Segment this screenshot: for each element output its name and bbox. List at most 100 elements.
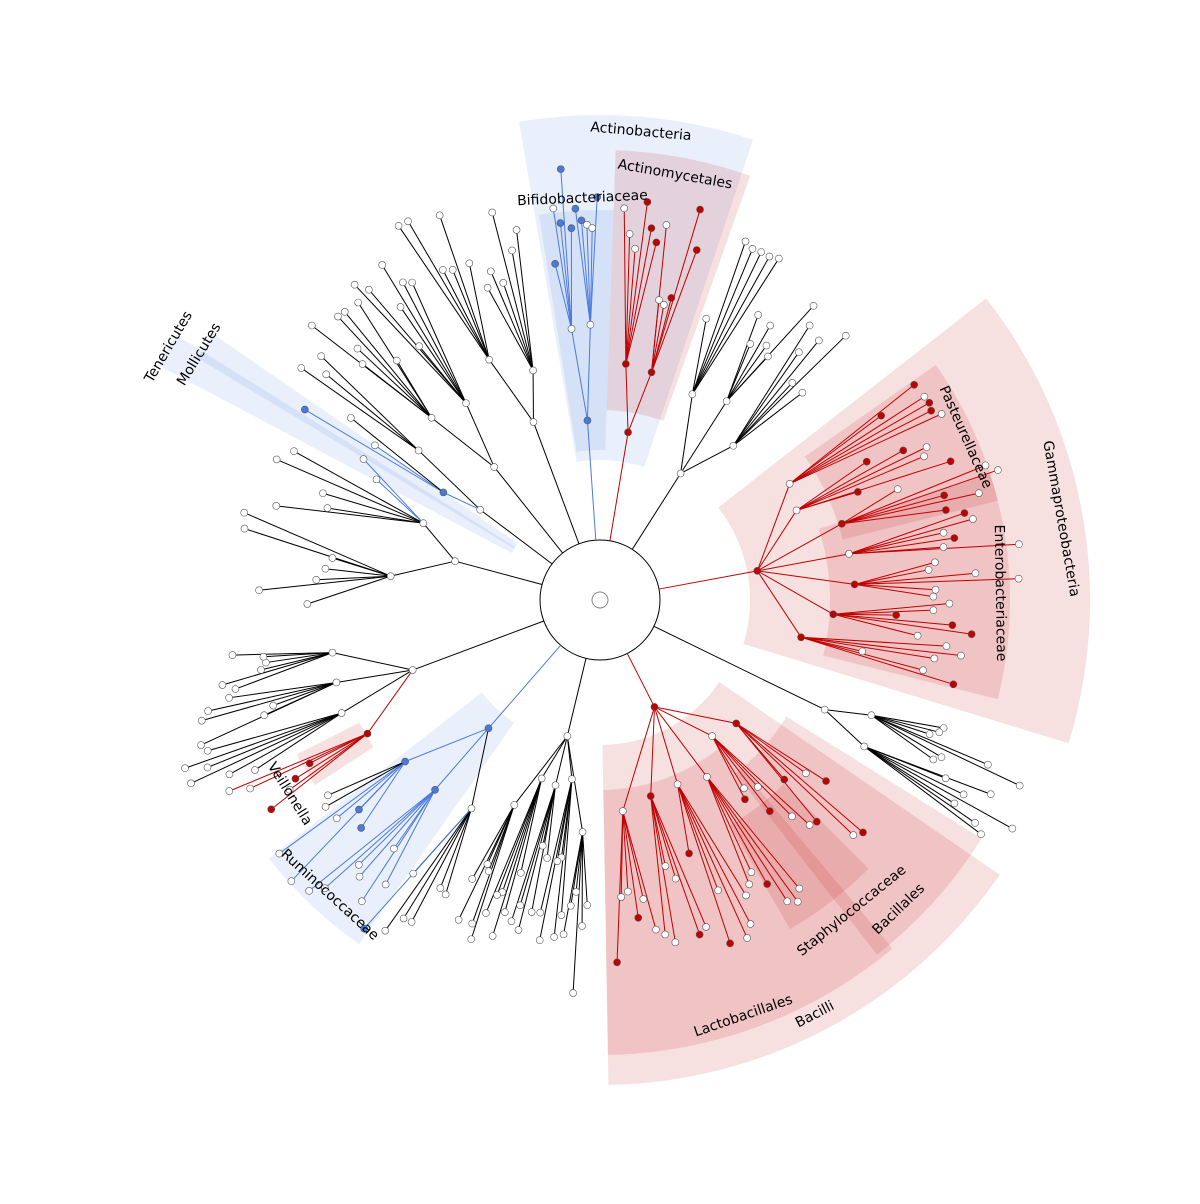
inner-node: [689, 391, 696, 398]
leaf-node: [984, 761, 991, 768]
inner-node: [491, 463, 498, 470]
leaf-node: [743, 892, 750, 899]
leaf-node: [972, 819, 979, 826]
leaf-node: [247, 785, 254, 792]
branch: [681, 446, 734, 474]
inner-node: [838, 520, 845, 527]
branch: [733, 325, 809, 445]
leaf-node: [408, 918, 415, 925]
leaf-node: [747, 341, 754, 348]
leaf-node: [416, 343, 423, 350]
inner-node: [786, 480, 793, 487]
inner-node: [723, 398, 730, 405]
branch: [512, 250, 533, 370]
inner-node: [579, 828, 586, 835]
inner-node: [647, 793, 654, 800]
leaf-node: [260, 653, 267, 660]
leaf-node: [994, 467, 1001, 474]
root-node: [592, 592, 608, 608]
leaf-node: [755, 311, 762, 318]
inner-node: [452, 558, 459, 565]
branch: [419, 346, 466, 403]
leaf-node: [951, 800, 958, 807]
leaf-node: [715, 887, 722, 894]
leaf-node: [744, 934, 751, 941]
branch: [367, 670, 412, 734]
inner-node: [477, 506, 484, 513]
branch: [423, 523, 455, 561]
leaf-node: [950, 681, 957, 688]
leaf-node: [292, 775, 299, 782]
leaf-node: [859, 648, 866, 655]
leaf-node: [354, 345, 361, 352]
branch: [235, 653, 332, 689]
leaf-node: [930, 607, 937, 614]
clade-wedge: [539, 210, 614, 452]
leaf-node: [747, 920, 754, 927]
leaf-node: [273, 456, 280, 463]
leaf-node: [911, 381, 918, 388]
inner-node: [538, 775, 545, 782]
leaf-node: [515, 926, 522, 933]
inner-node: [625, 429, 632, 436]
branch: [403, 282, 466, 403]
branch: [244, 513, 390, 576]
leaf-node: [859, 829, 866, 836]
leaf-node: [489, 209, 496, 216]
leaf-node: [484, 284, 491, 291]
leaf-node: [741, 796, 748, 803]
leaf-node: [399, 279, 406, 286]
inner-node: [564, 733, 571, 740]
leaf-node: [1015, 541, 1022, 548]
leaf-node: [379, 261, 386, 268]
inner-node: [798, 634, 805, 641]
leaf-node: [334, 313, 341, 320]
leaf-node: [390, 845, 397, 852]
leaf-node: [256, 587, 263, 594]
leaf-node: [552, 260, 559, 267]
leaf-node: [554, 858, 561, 865]
leaf-node: [551, 933, 558, 940]
leaf-node: [501, 909, 508, 916]
leaf-node: [382, 881, 389, 888]
leaf-node: [941, 492, 948, 499]
leaf-node: [442, 891, 449, 898]
inner-node: [409, 667, 416, 674]
leaf-node: [742, 238, 749, 245]
inner-node: [568, 776, 575, 783]
branch: [453, 270, 489, 360]
leaf-node: [626, 230, 633, 237]
branch: [443, 270, 489, 360]
leaf-node: [763, 342, 770, 349]
leaf-node: [290, 448, 297, 455]
leaf-node: [946, 600, 953, 607]
leaf-node: [621, 205, 628, 212]
leaf-node: [589, 225, 596, 232]
leaf-node: [558, 912, 565, 919]
branch: [733, 393, 802, 446]
leaf-node: [632, 245, 639, 252]
leaf-node: [662, 863, 669, 870]
leaf-node: [301, 406, 308, 413]
leaf-node: [942, 507, 949, 514]
leaf-node: [355, 806, 362, 813]
branch: [342, 670, 413, 713]
inner-node: [619, 808, 626, 815]
leaf-node: [802, 770, 809, 777]
inner-node: [432, 786, 439, 793]
inner-node: [440, 489, 447, 496]
inner-node: [420, 520, 427, 527]
leaf-node: [229, 652, 236, 659]
leaf-node: [938, 754, 945, 761]
leaf-node: [767, 322, 774, 329]
leaf-node: [409, 279, 416, 286]
leaf-node: [410, 870, 417, 877]
inner-node: [674, 781, 681, 788]
branch: [432, 418, 495, 467]
leaf-node: [893, 612, 900, 619]
leaf-node: [382, 927, 389, 934]
branch: [446, 808, 472, 894]
inner-node: [485, 725, 492, 732]
leaf-node: [359, 361, 366, 368]
branch: [391, 561, 455, 576]
